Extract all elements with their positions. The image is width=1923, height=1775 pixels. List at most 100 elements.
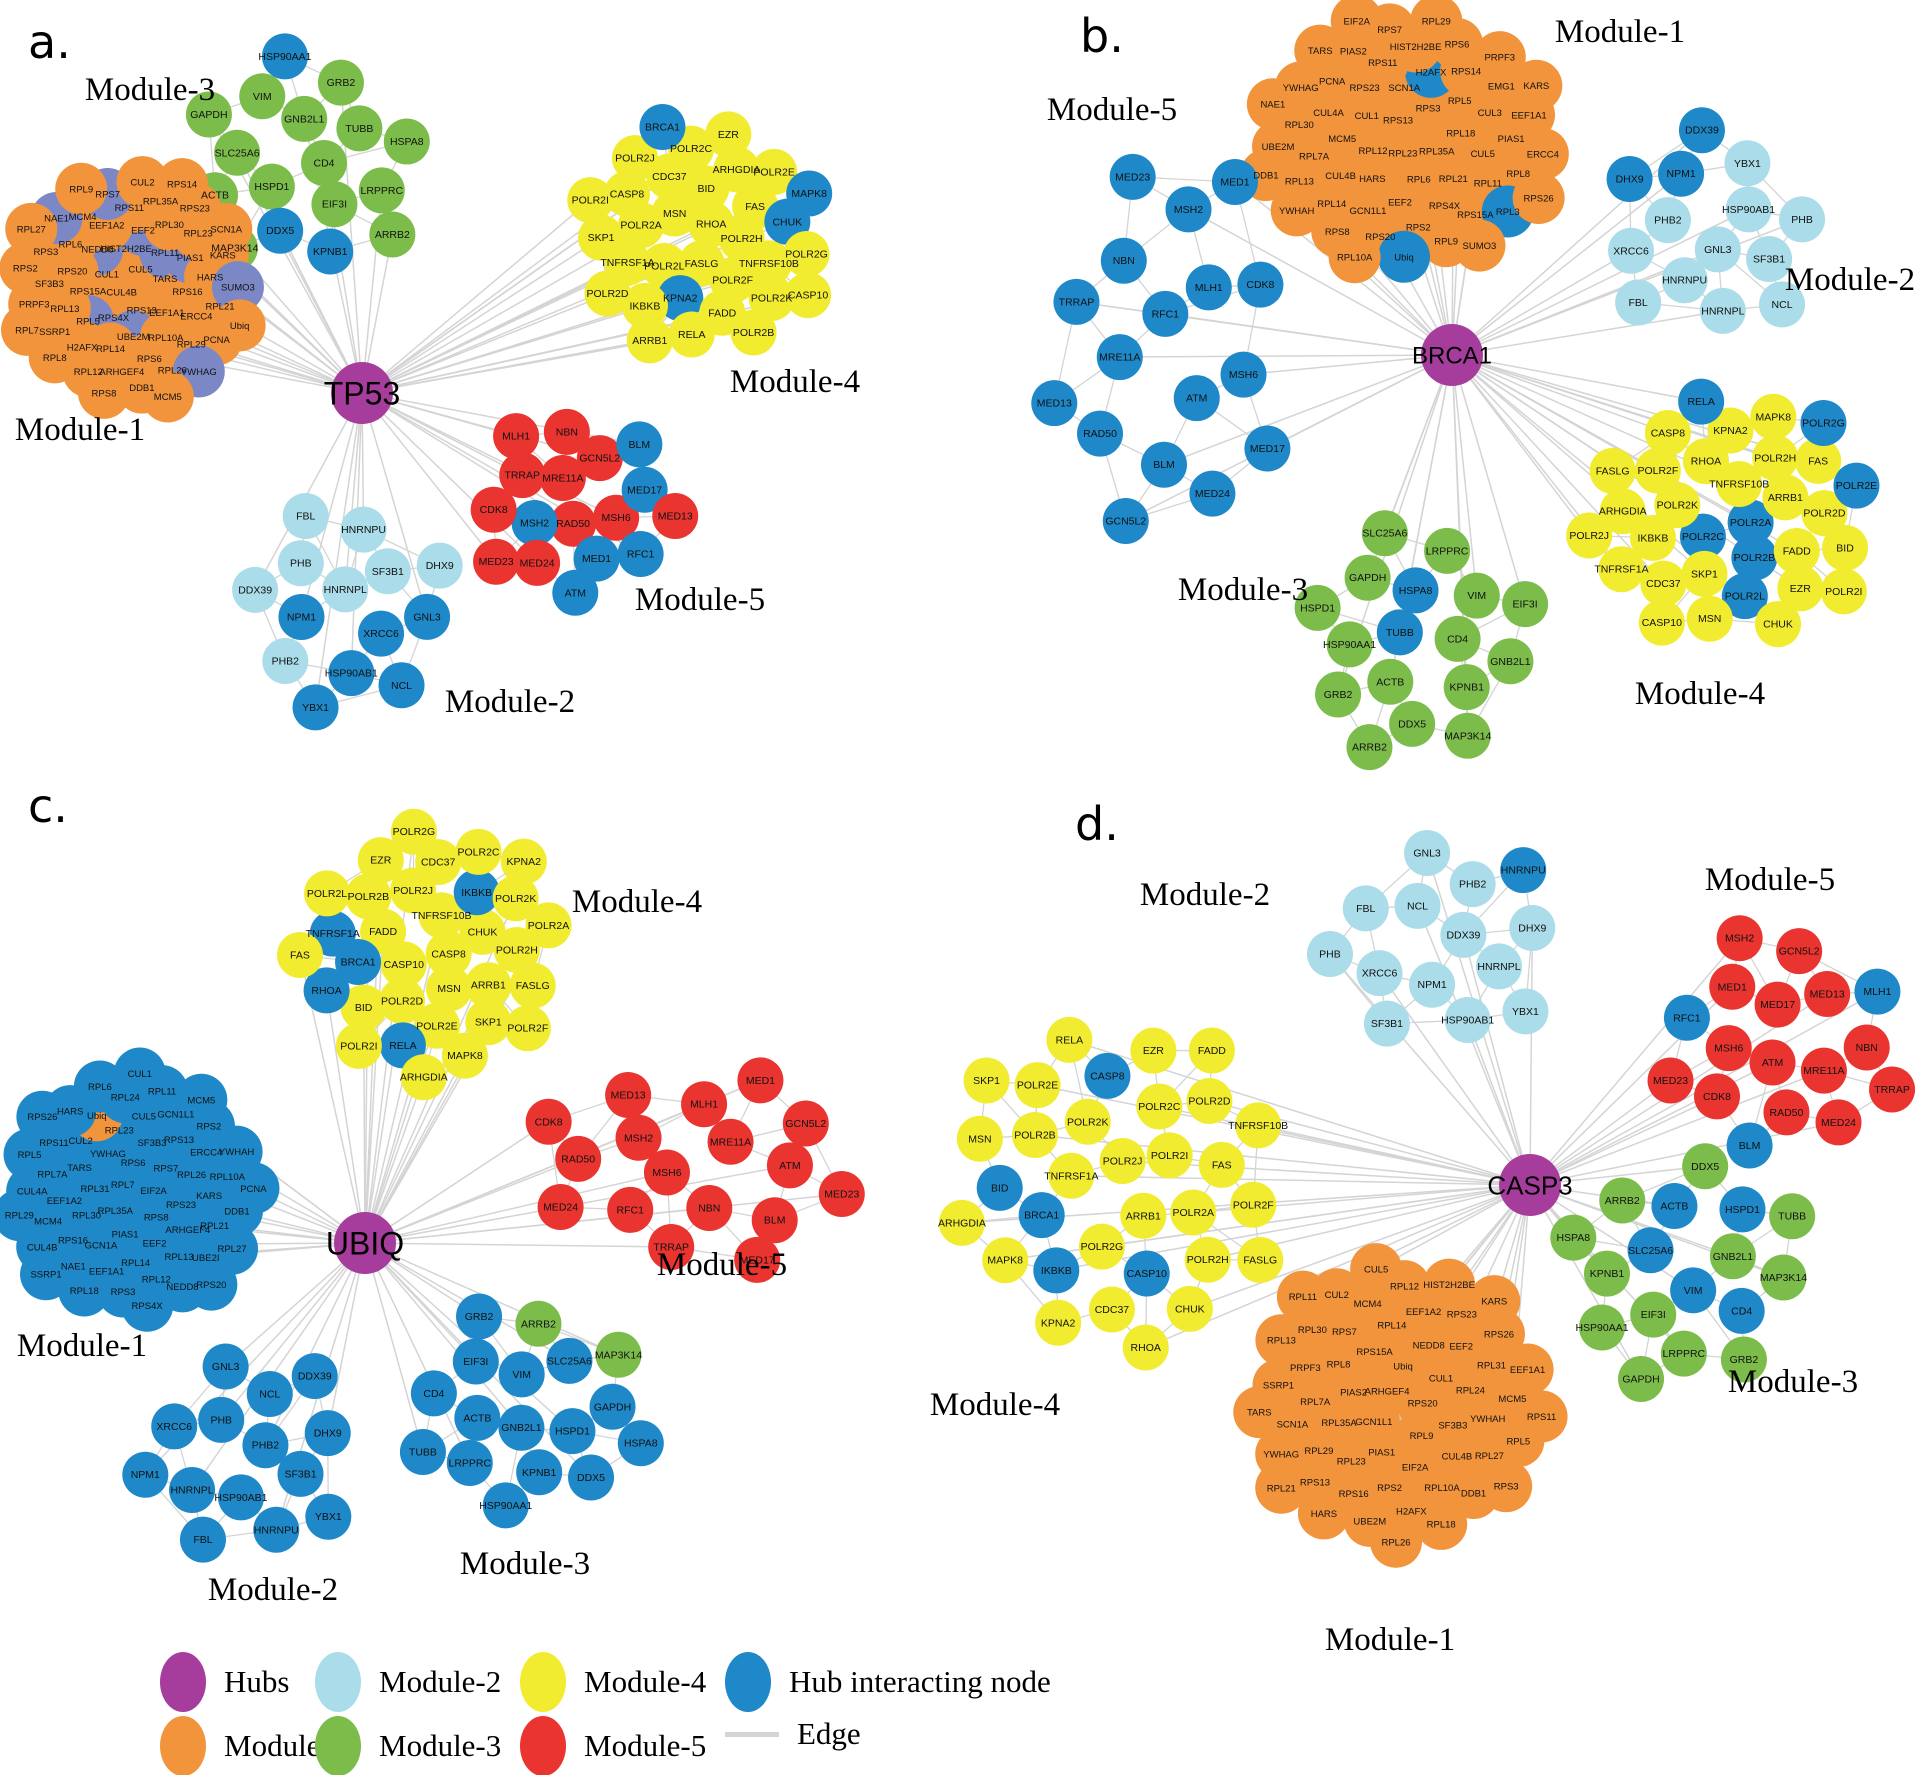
- node-label: FASLG: [1243, 1254, 1277, 1266]
- node-label: CUL5: [128, 264, 152, 275]
- node-label: RPL9: [1410, 1431, 1434, 1442]
- node-label: POLR2K: [1657, 500, 1698, 512]
- node-nbn: [543, 408, 590, 455]
- node-label: CD4: [314, 158, 335, 170]
- node-label: CD4: [1447, 633, 1468, 645]
- node-polr2b: [345, 873, 392, 920]
- node-label: MLH1: [502, 431, 530, 443]
- node-tnfrsf10b: [745, 240, 792, 287]
- node-label: TUBB: [409, 1446, 437, 1458]
- node-label: NBN: [1113, 255, 1135, 267]
- node-label: CUL2: [69, 1136, 93, 1147]
- node-label: RPL12: [1359, 146, 1388, 157]
- node-hsp90aa1: [261, 33, 308, 80]
- node-polr2j: [1566, 512, 1613, 559]
- node-label: GNB2L1: [501, 1422, 541, 1434]
- node-label: RPS23: [166, 1200, 196, 1211]
- node-label: NBN: [1856, 1042, 1878, 1054]
- node-label: HSPA8: [390, 136, 424, 148]
- node-label: H2AFX: [1416, 67, 1447, 78]
- node-label: RPL9: [1434, 237, 1458, 248]
- node-label: RPS8: [1325, 227, 1350, 238]
- node-label: CHUK: [468, 926, 498, 938]
- node-label: TNFRSF10B: [411, 910, 471, 922]
- node-label: CDK8: [1703, 1091, 1731, 1103]
- node-label: RELA: [389, 1040, 416, 1052]
- node-atm: [1173, 375, 1220, 422]
- node-ybx1: [292, 684, 339, 731]
- node-label: PHB: [1319, 949, 1341, 961]
- node-label: POLR2H: [1754, 452, 1796, 464]
- node-hspa8: [383, 118, 430, 165]
- node-label: GNB2L1: [1490, 656, 1530, 668]
- module-label: Module-2: [208, 1572, 338, 1608]
- node-label: RPS7: [1332, 1327, 1357, 1338]
- node-label: RPL26: [177, 1170, 206, 1181]
- node-label: ARHGDIA: [938, 1217, 986, 1229]
- node-rpl27: [5, 202, 58, 255]
- node-label: POLR2B: [1014, 1129, 1055, 1141]
- node-label: CHUK: [772, 216, 802, 228]
- node-label: RPS13: [1300, 1478, 1330, 1489]
- node-blm: [1140, 441, 1187, 488]
- node-polr2f: [1634, 447, 1681, 494]
- node-label: SF3B1: [1371, 1018, 1403, 1030]
- node-label: MSH2: [624, 1132, 653, 1144]
- edge: [1416, 905, 1531, 1186]
- node-label: VIM: [1684, 1285, 1703, 1297]
- node-label: MAPK8: [1756, 411, 1792, 423]
- node-label: MED17: [1760, 999, 1795, 1011]
- node-mcm5: [141, 370, 194, 423]
- node-label: HSPD1: [1725, 1204, 1760, 1216]
- node-label: EEF1A1: [149, 308, 184, 319]
- node-msh6: [1220, 351, 1267, 398]
- node-chuk: [459, 908, 506, 955]
- node-label: PHB2: [252, 1440, 280, 1452]
- node-label: RPL7: [15, 325, 39, 336]
- hub-label: UBIQ: [326, 1226, 404, 1262]
- node-mlh1: [681, 1081, 728, 1128]
- node-label: CUL4B: [1325, 171, 1356, 182]
- node-label: BRCA1: [1024, 1210, 1059, 1222]
- node-label: MSH2: [1725, 933, 1754, 945]
- node-med23: [1109, 153, 1156, 200]
- node-label: RPL31: [1477, 1360, 1506, 1371]
- node-label: DDX39: [298, 1371, 332, 1383]
- node-label: ACTB: [1660, 1200, 1688, 1212]
- node-label: SCN1A: [210, 224, 242, 235]
- node-gapdh: [185, 91, 232, 138]
- node-label: SLC25A6: [547, 1355, 592, 1367]
- node-med24: [1189, 470, 1236, 517]
- node-label: MRE11A: [542, 473, 583, 485]
- node-label: RPS20: [1365, 232, 1395, 243]
- node-label: TUBB: [1386, 627, 1414, 639]
- node-msn: [426, 965, 473, 1012]
- node-label: HARS: [1359, 174, 1385, 185]
- node-label: CUL5: [1471, 149, 1495, 160]
- node-label: LRPPRC: [448, 1457, 491, 1469]
- node-label: ATM: [779, 1160, 800, 1172]
- panel-letter: c.: [28, 779, 68, 833]
- edge: [1071, 1175, 1531, 1186]
- node-label: RPS16: [58, 1236, 88, 1247]
- node-label: HSP90AB1: [1441, 1015, 1494, 1027]
- node-polr2k: [1654, 482, 1701, 529]
- edge: [1188, 208, 1453, 356]
- node-label: MLH1: [1195, 282, 1223, 294]
- node-label: POLR2K: [495, 893, 536, 905]
- node-label: POLR2D: [586, 288, 628, 300]
- module-label: Module-5: [657, 1247, 787, 1283]
- edge: [1451, 354, 1478, 596]
- node-label: KPNB1: [1590, 1268, 1625, 1280]
- node-label: POLR2E: [416, 1020, 457, 1032]
- node-label: RPL11: [148, 1087, 176, 1098]
- node-mre11a: [1096, 334, 1143, 381]
- node-label: FBL: [296, 511, 315, 523]
- node-med13: [1031, 380, 1078, 427]
- node-ubiq: [213, 299, 266, 352]
- node-label: RPL21: [1267, 1483, 1296, 1494]
- node-label: RPS3: [1494, 1482, 1519, 1493]
- node-label: PHB2: [1459, 879, 1487, 891]
- node-arhgdia: [713, 146, 760, 193]
